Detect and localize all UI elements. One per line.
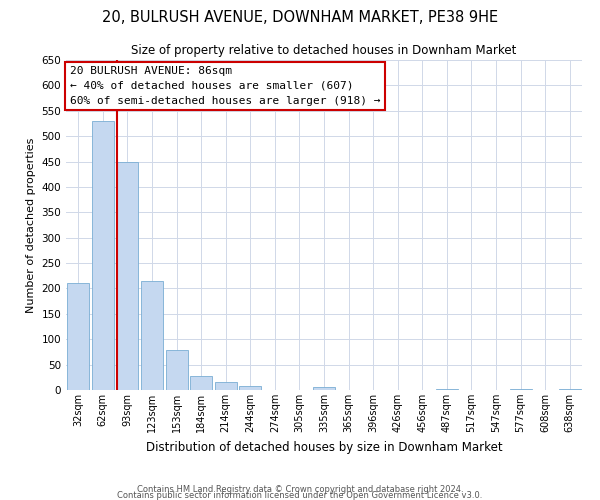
Bar	[92, 121, 114, 390]
Text: 20, BULRUSH AVENUE, DOWNHAM MARKET, PE38 9HE: 20, BULRUSH AVENUE, DOWNHAM MARKET, PE38…	[102, 10, 498, 25]
Title: Size of property relative to detached houses in Downham Market: Size of property relative to detached ho…	[131, 44, 517, 58]
Text: 20 BULRUSH AVENUE: 86sqm
← 40% of detached houses are smaller (607)
60% of semi-: 20 BULRUSH AVENUE: 86sqm ← 40% of detach…	[70, 66, 380, 106]
Bar	[141, 281, 163, 390]
Text: Contains HM Land Registry data © Crown copyright and database right 2024.: Contains HM Land Registry data © Crown c…	[137, 484, 463, 494]
Text: Contains public sector information licensed under the Open Government Licence v3: Contains public sector information licen…	[118, 490, 482, 500]
Bar	[166, 350, 188, 390]
X-axis label: Distribution of detached houses by size in Downham Market: Distribution of detached houses by size …	[146, 440, 502, 454]
Bar	[239, 386, 262, 390]
Bar	[67, 284, 89, 390]
Bar	[313, 388, 335, 390]
Bar	[190, 376, 212, 390]
Bar	[436, 389, 458, 390]
Bar	[559, 389, 581, 390]
Bar	[215, 382, 237, 390]
Bar	[509, 389, 532, 390]
Y-axis label: Number of detached properties: Number of detached properties	[26, 138, 36, 312]
Bar	[116, 162, 139, 390]
